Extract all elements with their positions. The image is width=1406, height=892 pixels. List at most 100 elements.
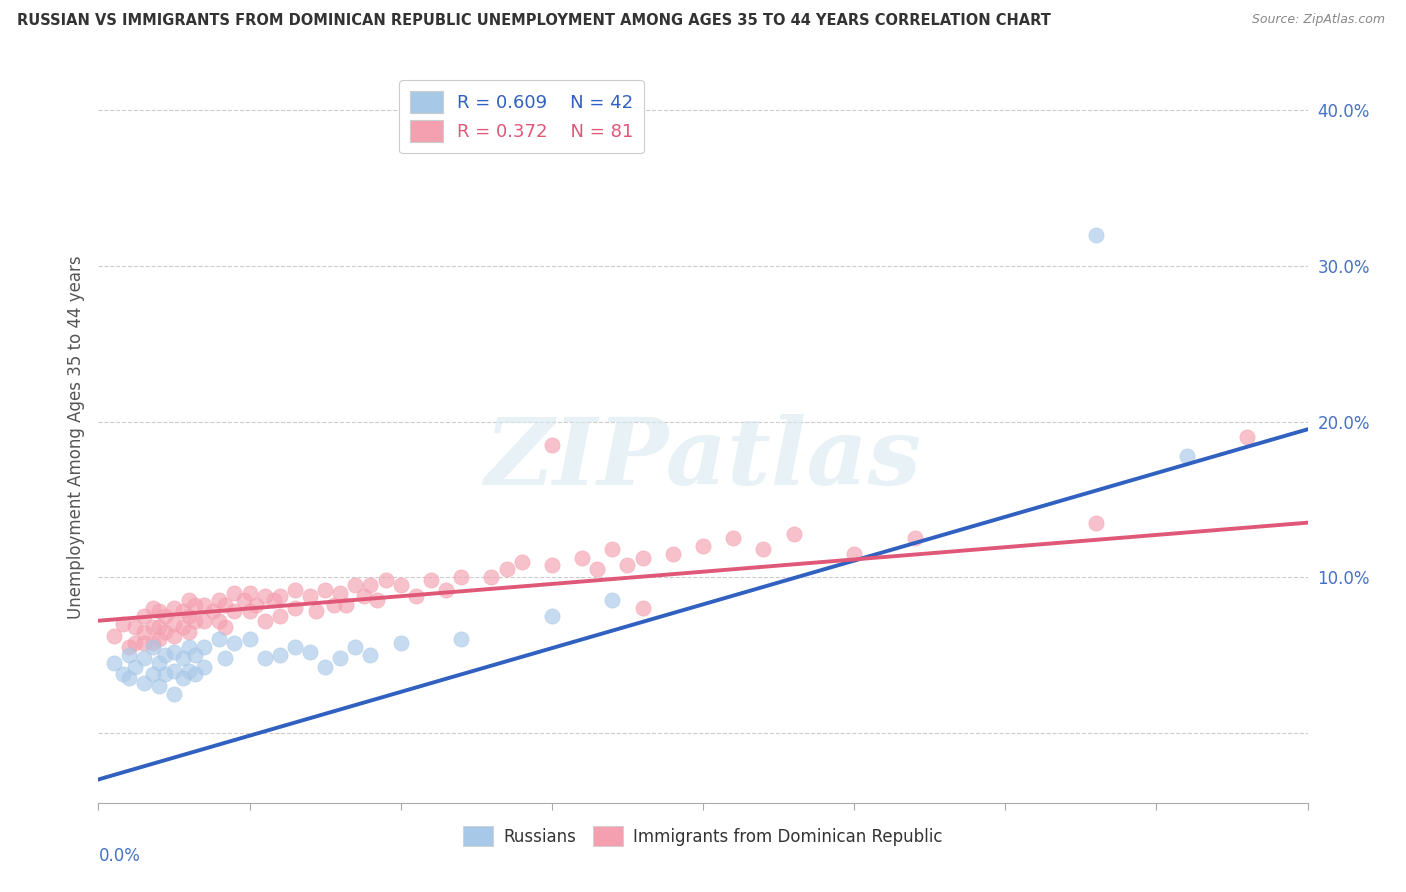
Point: [631, 551, 654, 566]
Point: [540, 609, 562, 624]
Point: [904, 531, 927, 545]
Point: [153, 648, 176, 662]
Point: [172, 651, 194, 665]
Point: [179, 593, 201, 607]
Point: [208, 632, 231, 647]
Point: [405, 589, 427, 603]
Point: [389, 635, 412, 649]
Point: [239, 632, 262, 647]
Point: [540, 438, 562, 452]
Point: [132, 635, 155, 649]
Point: [153, 609, 176, 624]
Point: [132, 609, 155, 624]
Point: [172, 620, 194, 634]
Point: [495, 562, 517, 576]
Point: [602, 593, 624, 607]
Point: [103, 656, 125, 670]
Point: [103, 629, 125, 643]
Point: [172, 671, 194, 685]
Point: [118, 640, 141, 655]
Point: [434, 582, 457, 597]
Point: [124, 660, 146, 674]
Point: [179, 664, 201, 678]
Point: [142, 640, 165, 655]
Point: [214, 620, 236, 634]
Point: [586, 562, 609, 576]
Point: [148, 656, 170, 670]
Point: [111, 616, 134, 631]
Point: [360, 648, 382, 662]
Text: 0.0%: 0.0%: [98, 847, 141, 864]
Point: [1085, 227, 1108, 242]
Point: [1085, 516, 1108, 530]
Point: [353, 589, 375, 603]
Point: [752, 542, 775, 557]
Point: [420, 574, 443, 588]
Point: [124, 620, 146, 634]
Point: [844, 547, 866, 561]
Point: [661, 547, 683, 561]
Point: [132, 624, 155, 639]
Point: [163, 629, 186, 643]
Point: [571, 551, 593, 566]
Point: [208, 614, 231, 628]
Point: [263, 593, 285, 607]
Point: [510, 555, 533, 569]
Point: [314, 582, 336, 597]
Text: RUSSIAN VS IMMIGRANTS FROM DOMINICAN REPUBLIC UNEMPLOYMENT AMONG AGES 35 TO 44 Y: RUSSIAN VS IMMIGRANTS FROM DOMINICAN REP…: [17, 13, 1050, 29]
Point: [245, 598, 267, 612]
Point: [314, 660, 336, 674]
Point: [360, 578, 382, 592]
Point: [179, 609, 201, 624]
Point: [111, 666, 134, 681]
Point: [184, 666, 207, 681]
Point: [142, 601, 165, 615]
Point: [239, 585, 262, 599]
Point: [193, 640, 215, 655]
Point: [202, 604, 225, 618]
Point: [193, 660, 215, 674]
Point: [344, 578, 367, 592]
Point: [132, 651, 155, 665]
Point: [335, 598, 357, 612]
Point: [253, 589, 276, 603]
Point: [142, 620, 165, 634]
Point: [132, 676, 155, 690]
Point: [253, 614, 276, 628]
Point: [602, 542, 624, 557]
Point: [224, 635, 246, 649]
Legend: Russians, Immigrants from Dominican Republic: Russians, Immigrants from Dominican Repu…: [457, 820, 949, 853]
Point: [184, 614, 207, 628]
Point: [783, 526, 806, 541]
Point: [253, 651, 276, 665]
Point: [214, 651, 236, 665]
Point: [214, 598, 236, 612]
Point: [366, 593, 388, 607]
Point: [179, 640, 201, 655]
Point: [208, 593, 231, 607]
Point: [269, 589, 291, 603]
Point: [239, 604, 262, 618]
Point: [329, 651, 352, 665]
Point: [284, 601, 307, 615]
Point: [269, 609, 291, 624]
Point: [163, 664, 186, 678]
Point: [374, 574, 396, 588]
Point: [232, 593, 254, 607]
Point: [142, 635, 165, 649]
Point: [299, 589, 322, 603]
Point: [481, 570, 503, 584]
Point: [193, 598, 215, 612]
Point: [184, 648, 207, 662]
Point: [224, 585, 246, 599]
Point: [1236, 430, 1258, 444]
Point: [148, 679, 170, 693]
Point: [692, 539, 714, 553]
Point: [631, 601, 654, 615]
Y-axis label: Unemployment Among Ages 35 to 44 years: Unemployment Among Ages 35 to 44 years: [66, 255, 84, 619]
Point: [1175, 449, 1198, 463]
Point: [193, 614, 215, 628]
Point: [148, 604, 170, 618]
Point: [153, 624, 176, 639]
Point: [118, 648, 141, 662]
